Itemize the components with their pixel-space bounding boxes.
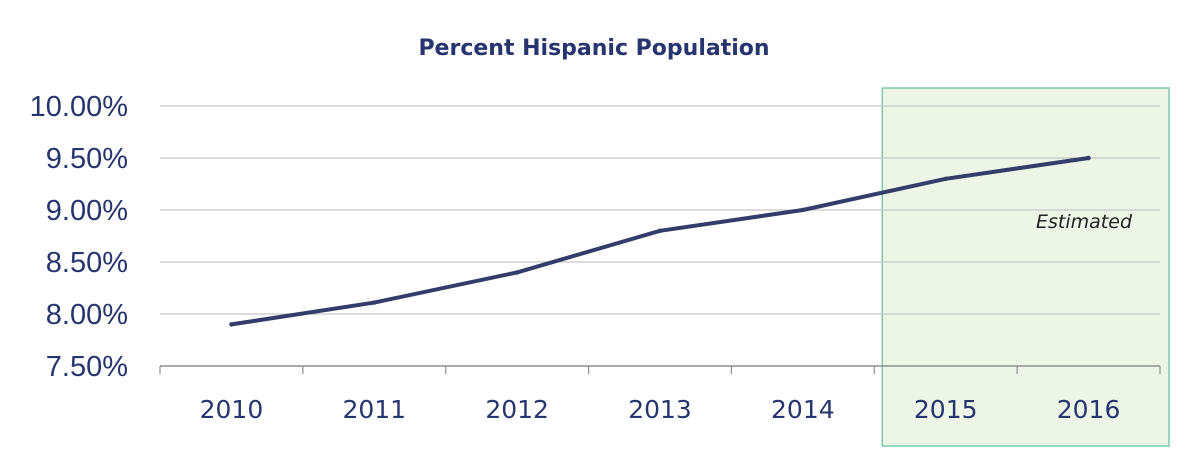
x-tick-label: 2015 [914, 395, 978, 424]
y-tick-label: 7.50% [46, 351, 128, 383]
y-tick-label: 9.00% [46, 195, 128, 227]
chart-title: Percent Hispanic Population [418, 36, 769, 61]
x-tick-label: 2014 [771, 395, 835, 424]
x-tick-label: 2010 [200, 395, 264, 424]
x-tick-label: 2013 [628, 395, 692, 424]
series-point [514, 270, 520, 275]
series-point [657, 228, 663, 233]
series-point [943, 176, 948, 181]
labels: 7.50% 8.00% 8.50% 9.00% 9.50% 10.00% 2010 2011 2… [30, 91, 1121, 424]
y-tick-label: 8.00% [46, 299, 128, 331]
x-tick-label: 2011 [342, 395, 406, 424]
series-point [800, 207, 806, 213]
axes [159, 365, 1161, 374]
series-point [1086, 155, 1091, 161]
y-tick-label: 9.50% [46, 143, 128, 175]
estimated-region [881, 87, 1170, 447]
x-tick-label: 2016 [1057, 395, 1121, 424]
estimated-label: Estimated [1036, 211, 1133, 233]
gridlines [160, 105, 1160, 315]
series-group [229, 155, 1091, 327]
y-tick-label: 8.50% [46, 247, 128, 279]
series-point [229, 322, 234, 327]
y-tick-label: 10.00% [30, 91, 128, 123]
series-point [372, 300, 377, 305]
x-tick-label: 2012 [485, 395, 549, 424]
